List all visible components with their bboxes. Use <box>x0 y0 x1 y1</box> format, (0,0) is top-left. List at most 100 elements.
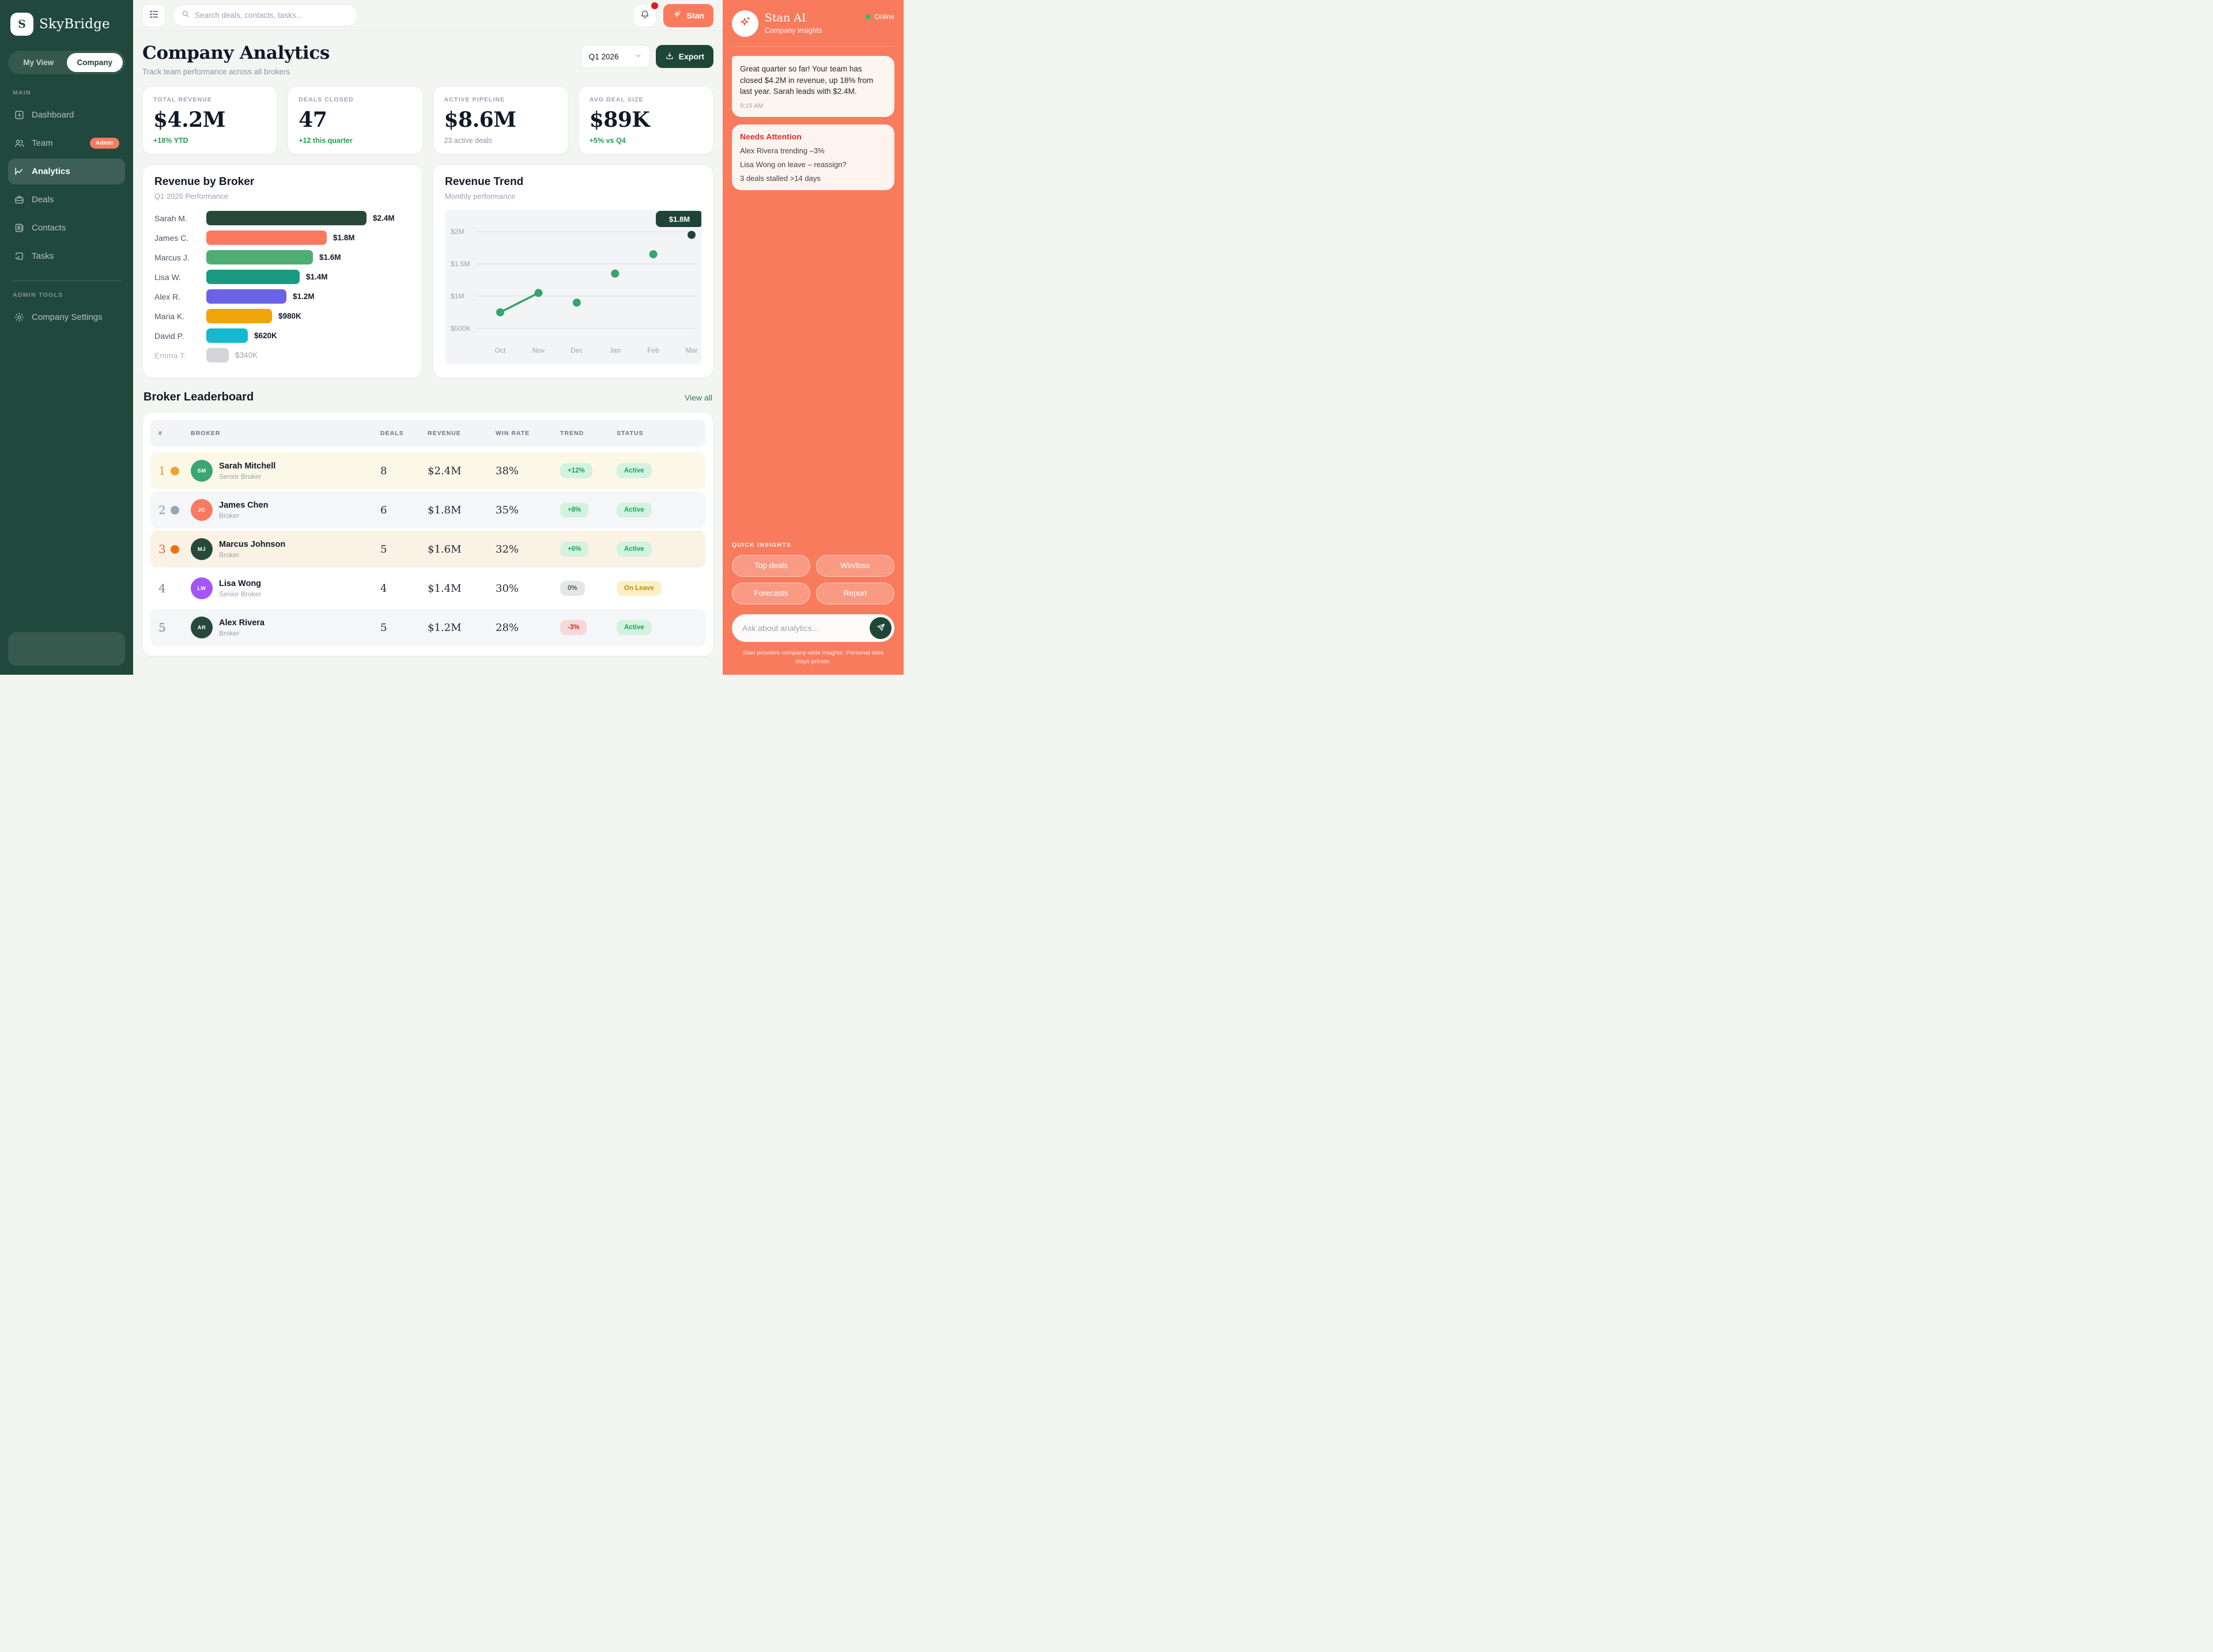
bar <box>206 250 313 264</box>
broker-cell: SMSarah MitchellSenior Broker <box>191 460 380 482</box>
quick-insight-top-deals[interactable]: Top deals <box>732 555 810 577</box>
quick-insight-forecasts[interactable]: Forecasts <box>732 583 810 604</box>
sidebar-item-contacts[interactable]: Contacts <box>8 215 125 241</box>
leaderboard-row-alex-rivera[interactable]: 5ARAlex RiveraBroker5$1.2M28%-3%Active <box>150 609 705 646</box>
toggle-my-view[interactable]: My View <box>10 53 67 72</box>
leaderboard-row-sarah-mitchell[interactable]: 1SMSarah MitchellSenior Broker8$2.4M38%+… <box>150 452 705 489</box>
leaderboard-header-row: #BROKERDEALSREVENUEWIN RATETRENDSTATUS <box>150 420 705 447</box>
svg-text:Nov: Nov <box>533 346 545 354</box>
bar-row-alex-r-: Alex R.$1.2M <box>154 289 410 304</box>
bar-track: $1.8M <box>206 230 410 245</box>
svg-text:Oct: Oct <box>495 346 506 354</box>
notifications-button[interactable] <box>633 4 656 27</box>
trend-pill: +6% <box>560 542 588 557</box>
status-cell: Active <box>617 463 697 478</box>
kpi-value: 47 <box>299 108 411 132</box>
trend-chart-subtitle: Monthly performance <box>445 192 701 201</box>
svg-text:$2M: $2M <box>451 228 464 236</box>
search-input[interactable] <box>195 11 349 20</box>
svg-text:$1M: $1M <box>451 292 464 300</box>
toggle-company[interactable]: Company <box>67 53 123 72</box>
sidebar: S SkyBridge My View Company MAIN 4Dashbo… <box>0 0 133 675</box>
revenue-value: $1.4M <box>428 583 496 595</box>
sidebar-item-label: Dashboard <box>32 110 74 120</box>
brand-logo: S <box>10 13 33 36</box>
chevron-down-icon <box>635 52 642 61</box>
bar-category-label: Marcus J. <box>154 253 206 262</box>
trend-cell: -3% <box>560 620 617 635</box>
stan-button[interactable]: Stan <box>663 4 713 27</box>
trend-cell: +6% <box>560 542 617 557</box>
bar-track: $1.4M <box>206 270 410 284</box>
quick-insight-win-loss[interactable]: Win/loss <box>816 555 894 577</box>
bar-track: $980K <box>206 309 410 323</box>
leaderboard-row-lisa-wong[interactable]: 4LWLisa WongSenior Broker4$1.4M30%0%On L… <box>150 570 705 607</box>
needs-attention-title: Needs Attention <box>740 132 886 141</box>
sidebar-item-label: Contacts <box>32 223 66 233</box>
kpi-label: AVG DEAL SIZE <box>590 96 703 103</box>
bar-track: $2.4M <box>206 211 410 225</box>
bar-value-label: $1.8M <box>333 233 355 242</box>
bar <box>206 328 248 343</box>
svg-text:Feb: Feb <box>647 346 659 354</box>
global-search[interactable] <box>172 5 358 27</box>
deals-value: 5 <box>380 543 428 555</box>
status-badge: Active <box>617 463 652 478</box>
view-all-link[interactable]: View all <box>685 393 712 402</box>
export-button[interactable]: Export <box>656 45 713 68</box>
rank-number: 4 <box>158 581 166 595</box>
bar-chart: Sarah M.$2.4MJames C.$1.8MMarcus J.$1.6M… <box>154 211 410 362</box>
rank-cell: 3 <box>158 542 191 556</box>
kpi-card-deals-closed: DEALS CLOSED47+12 this quarter <box>288 86 422 154</box>
trend-pill: -3% <box>560 620 587 635</box>
status-badge: Active <box>617 542 652 557</box>
quick-insight-report[interactable]: Report <box>816 583 894 604</box>
deals-value: 6 <box>380 504 428 516</box>
export-button-label: Export <box>679 52 704 61</box>
charts-row: Revenue by Broker Q1 2026 Performance Sa… <box>142 165 713 378</box>
trend-chart-title: Revenue Trend <box>445 176 701 188</box>
sidebar-item-company-settings[interactable]: Company Settings <box>8 304 125 330</box>
avatar: LW <box>191 577 213 599</box>
ask-row <box>732 614 894 642</box>
sidebar-footer-card[interactable] <box>8 632 125 666</box>
gear-icon <box>14 312 25 323</box>
stan-subtitle: Company insights <box>765 27 822 35</box>
bar-row-marcus-j-: Marcus J. $1.6M <box>154 250 410 264</box>
bar-category-label: James C. <box>154 233 206 243</box>
send-button[interactable] <box>870 617 892 639</box>
checklist-button[interactable] <box>142 4 165 27</box>
bar-value-label: $1.6M <box>319 253 341 262</box>
stan-panel: Stan AI Company insights Online Great qu… <box>723 0 904 675</box>
period-select-value: Q1 2026 <box>589 52 619 61</box>
stan-avatar <box>732 10 758 37</box>
stan-message-text: Great quarter so far! Your team has clos… <box>740 63 886 97</box>
rank-cell: 2 <box>158 503 191 517</box>
sidebar-item-label: Company Settings <box>32 312 103 322</box>
medal-icon <box>171 506 179 515</box>
kpi-delta: +18% YTD <box>153 137 266 145</box>
view-toggle: My View Company <box>8 51 125 74</box>
period-select[interactable]: Q1 2026 <box>581 45 650 68</box>
bar-value-label: $980K <box>278 312 301 320</box>
broker-name: Lisa Wong <box>219 579 261 588</box>
rank-cell: 1 <box>158 464 191 478</box>
svg-text:Mar: Mar <box>686 346 698 354</box>
kpi-delta: +12 this quarter <box>299 137 411 145</box>
leaderboard-row-james-chen[interactable]: 2JCJames ChenBroker6$1.8M35%+8%Active <box>150 492 705 528</box>
sparkle-icon <box>738 16 752 32</box>
bar-chart-subtitle: Q1 2026 Performance <box>154 192 410 201</box>
main-column: Stan Company Analytics Track team perfor… <box>133 0 723 675</box>
sidebar-item-deals[interactable]: Deals <box>8 187 125 213</box>
column-header-status: STATUS <box>617 430 697 437</box>
deals-icon <box>14 194 25 205</box>
kpi-row: TOTAL REVENUE$4.2M+18% YTDDEALS CLOSED47… <box>142 86 713 154</box>
sidebar-item-dashboard[interactable]: 4Dashboard <box>8 102 125 128</box>
sidebar-item-tasks[interactable]: Tasks <box>8 243 125 269</box>
broker-cell: MJMarcus JohnsonBroker <box>191 538 380 560</box>
kpi-delta: +5% vs Q4 <box>590 137 703 145</box>
sidebar-item-analytics[interactable]: Analytics <box>8 158 125 184</box>
leaderboard-row-marcus-johnson[interactable]: 3MJMarcus JohnsonBroker5$1.6M32%+6%Activ… <box>150 531 705 568</box>
sidebar-item-team[interactable]: TeamAdmin <box>8 130 125 156</box>
bar-category-label: Emma T. <box>154 351 206 360</box>
